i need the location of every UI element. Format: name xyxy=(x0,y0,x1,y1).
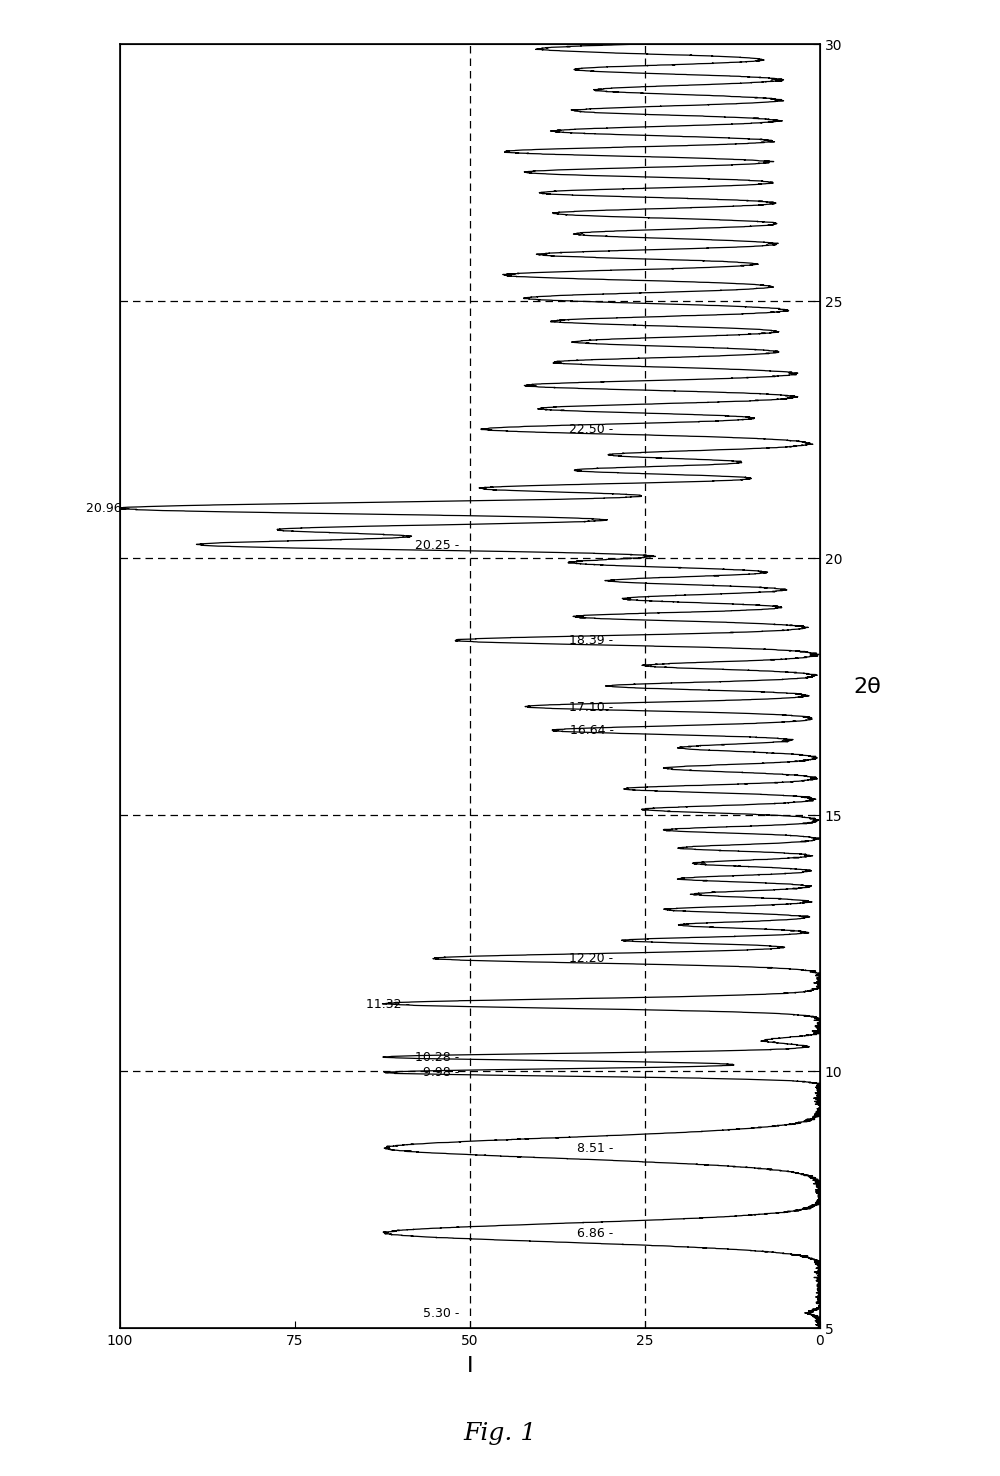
Text: 9.98 -: 9.98 - xyxy=(423,1066,460,1079)
Text: 8.51 -: 8.51 - xyxy=(577,1141,614,1154)
Text: Fig. 1: Fig. 1 xyxy=(463,1421,537,1444)
Text: 20.25 -: 20.25 - xyxy=(415,539,460,552)
Text: 11.32 -: 11.32 - xyxy=(367,998,411,1010)
Text: 16.64 -: 16.64 - xyxy=(570,725,614,737)
Text: 22.50 -: 22.50 - xyxy=(569,424,614,435)
Text: 12.20 -: 12.20 - xyxy=(569,952,614,965)
X-axis label: I: I xyxy=(467,1355,473,1376)
Text: 10.28 -: 10.28 - xyxy=(415,1051,460,1064)
Text: 6.86 -: 6.86 - xyxy=(577,1227,614,1240)
Y-axis label: 2θ: 2θ xyxy=(854,676,881,697)
Text: 17.10 -: 17.10 - xyxy=(569,701,614,713)
Text: 18.39 -: 18.39 - xyxy=(569,635,614,646)
Text: 20.96 -: 20.96 - xyxy=(86,502,130,515)
Text: 5.30 -: 5.30 - xyxy=(423,1306,460,1320)
